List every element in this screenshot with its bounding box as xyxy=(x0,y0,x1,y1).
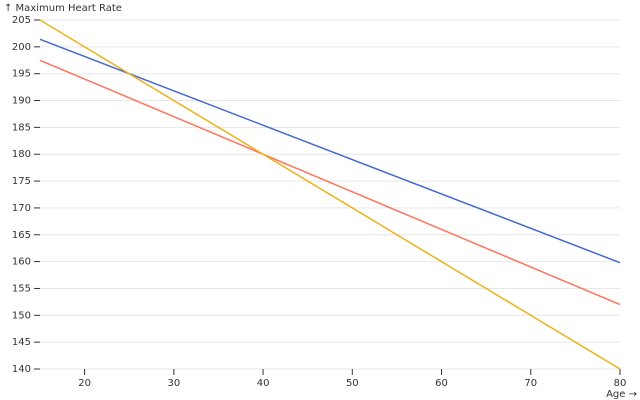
x-axis-label: Age → xyxy=(606,389,637,400)
series-line xyxy=(39,19,621,370)
y-tick-label: 155 xyxy=(12,283,31,294)
y-tick-label: 140 xyxy=(12,364,31,375)
x-tick-label: 60 xyxy=(435,378,448,389)
y-tick-label: 185 xyxy=(12,122,31,133)
y-tick-label: 150 xyxy=(12,310,31,321)
x-tick-label: 40 xyxy=(257,378,270,389)
y-tick-label: 175 xyxy=(12,176,31,187)
y-tick-label: 200 xyxy=(12,42,31,53)
series-line xyxy=(39,59,621,306)
y-tick-label: 165 xyxy=(12,230,31,241)
y-tick-label: 170 xyxy=(12,203,31,214)
y-tick-label: 180 xyxy=(12,149,31,160)
series-line xyxy=(39,38,621,264)
x-tick-label: 70 xyxy=(524,378,537,389)
y-tick-label: 190 xyxy=(12,96,31,107)
y-tick-label: 145 xyxy=(12,337,31,348)
y-tick-label: 195 xyxy=(12,69,31,80)
y-axis-label: ↑ Maximum Heart Rate xyxy=(4,3,122,14)
y-tick-label: 205 xyxy=(12,15,31,26)
x-tick-label: 30 xyxy=(167,378,180,389)
x-tick-label: 80 xyxy=(614,378,627,389)
y-tick-label: 160 xyxy=(12,257,31,268)
x-tick-label: 50 xyxy=(346,378,359,389)
x-tick-label: 20 xyxy=(78,378,91,389)
